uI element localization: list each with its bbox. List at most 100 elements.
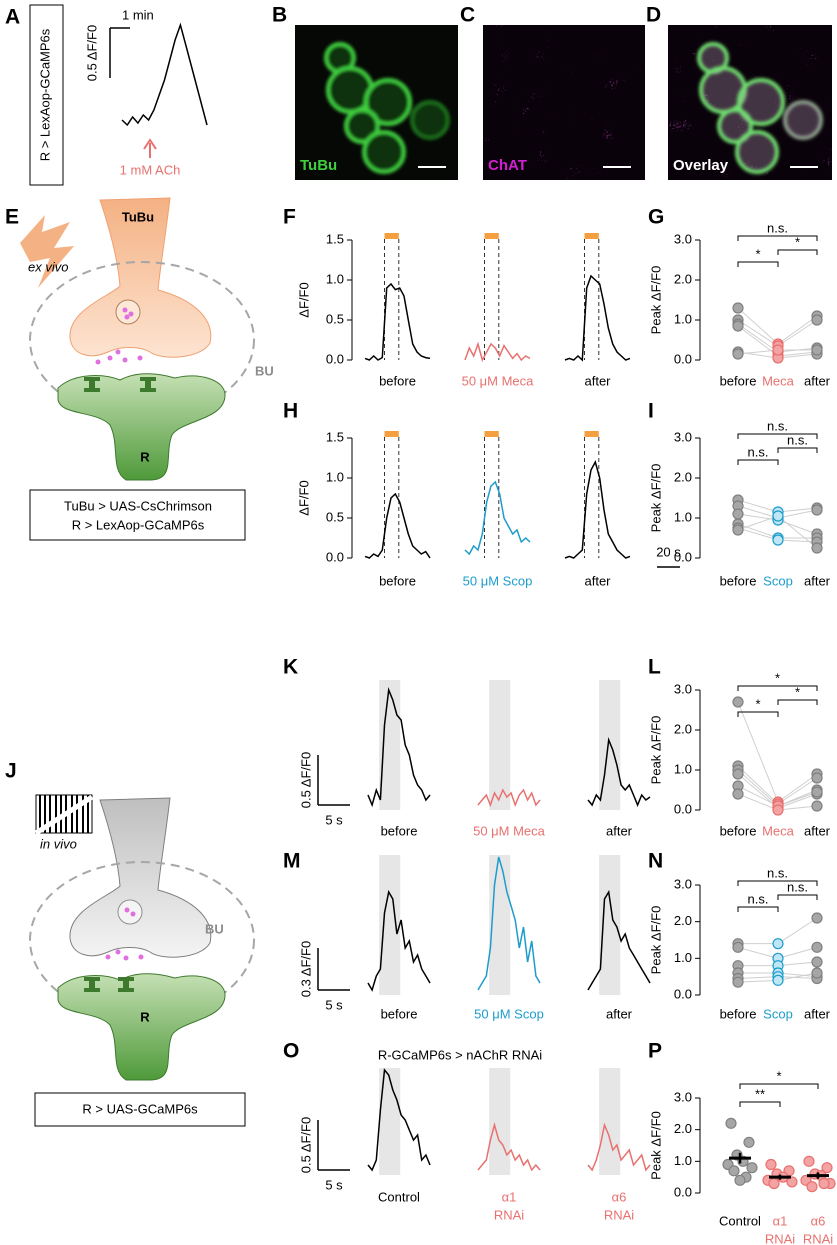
significance-bracket [737, 235, 818, 241]
significance-label: n.s. [767, 865, 788, 880]
significance-bracket [737, 906, 779, 912]
genotype-label: R > UAS-GCaMP6s [82, 1101, 198, 1116]
neuron-label: R [140, 449, 150, 464]
pair-line [737, 515, 779, 531]
trace [477, 1122, 541, 1172]
trace [477, 856, 541, 991]
trace [564, 274, 631, 362]
significance-bracket [737, 433, 818, 439]
stimulus-bar [484, 431, 499, 437]
pair-line [737, 979, 779, 983]
pair-line [737, 349, 779, 355]
data-point [734, 1174, 746, 1186]
cell-bodies [697, 42, 823, 174]
cell-bodies [324, 42, 450, 174]
significance-label: * [795, 684, 800, 699]
panel-letter: M [283, 850, 301, 873]
trace [464, 341, 531, 362]
significance-bracket [737, 685, 818, 691]
stimulus-window [379, 855, 401, 995]
condition-label: before [381, 1006, 418, 1021]
y-tick-label: 0.5 [326, 509, 344, 524]
panel-title: R-GCaMP6s > nAChR RNAi [378, 1047, 542, 1062]
y-tick-label: 1.0 [674, 1153, 692, 1168]
data-point [732, 788, 744, 800]
y-tick-label: 3.0 [674, 231, 692, 246]
data-point [732, 302, 744, 314]
data-point [732, 976, 744, 988]
data-point [811, 344, 823, 356]
light-stimulus-icon [20, 215, 74, 288]
panel-letter: C [460, 4, 475, 27]
panel-letter: P [648, 1040, 662, 1063]
pair-line [777, 793, 818, 809]
panel-letter: F [283, 206, 296, 229]
region-label: BU [255, 363, 274, 378]
data-point [728, 1165, 740, 1177]
category-label: Scop [763, 1006, 793, 1021]
annotation: 1 mM ACh [120, 162, 181, 177]
y-tick-label: 2.0 [674, 271, 692, 286]
pair-line [777, 946, 818, 959]
y-axis-label: Peak ΔF/F0 [648, 906, 663, 975]
panel-letter: O [283, 1040, 299, 1063]
pair-line [737, 319, 779, 347]
data-point [818, 1177, 830, 1190]
condition-label: after [584, 573, 611, 588]
y-tick-label: 1.0 [674, 761, 692, 776]
significance-bracket [739, 1083, 819, 1089]
pair-line [737, 946, 779, 959]
stimulus-bar [584, 431, 599, 437]
stimulus-bar [584, 233, 599, 239]
neuron-label: R [140, 1009, 150, 1024]
pair-line [777, 515, 818, 549]
neurotransmitter [105, 907, 144, 961]
scale-bar-x-label: 5 s [325, 997, 343, 1012]
condition-label: 50 μM Meca [473, 823, 546, 838]
genotype-label: R > LexAop-GCaMP6s [37, 28, 52, 161]
panel-letter: N [648, 850, 663, 873]
y-axis-label: Peak ΔF/F0 [648, 464, 663, 533]
pair-line [777, 315, 818, 345]
significance-label: n.s. [787, 879, 808, 894]
pair-line [777, 773, 818, 803]
pair-line [737, 523, 779, 539]
y-tick-label: 2.0 [674, 1121, 692, 1136]
pair-line [777, 777, 818, 805]
y-tick-label: 3.0 [674, 429, 692, 444]
significance-bracket [737, 459, 779, 465]
trace [364, 492, 431, 559]
significance-label: ** [755, 1086, 765, 1101]
category-label: Control [719, 1213, 761, 1228]
trace [367, 687, 431, 808]
pair-line [777, 509, 818, 519]
postsynaptic-neuron [57, 973, 226, 1081]
trace [364, 282, 431, 361]
panel-letter: A [5, 6, 20, 29]
significance-label: * [755, 246, 760, 261]
category-label: before [720, 1006, 757, 1021]
stimulus-window [379, 680, 401, 810]
prep-label: ex vivo [28, 259, 68, 274]
panel-letter: L [648, 656, 661, 679]
data-point [732, 696, 744, 708]
data-point [772, 344, 784, 356]
scale-bar-x-label: 5 s [325, 812, 343, 827]
significance-bracket [737, 261, 779, 267]
vesicle [115, 299, 141, 325]
y-tick-label: 2.0 [674, 469, 692, 484]
pair-line [777, 917, 818, 945]
scale-bar-y-label: 0.5 ΔF/F0 [84, 25, 99, 81]
scale-bar-y-label: 0.3 ΔF/F0 [298, 941, 313, 997]
pair-line [777, 976, 818, 979]
data-point [746, 1162, 758, 1174]
scale-bar-x-label: 5 s [325, 1177, 343, 1192]
trace [367, 889, 431, 992]
presynaptic-terminal [69, 797, 212, 958]
y-tick-label: 1.0 [326, 469, 344, 484]
category-label: after [804, 823, 831, 838]
trace [587, 1122, 651, 1172]
category-label: before [720, 573, 757, 588]
y-axis-label: Peak ΔF/F0 [648, 716, 663, 785]
significance-label: n.s. [748, 891, 769, 906]
